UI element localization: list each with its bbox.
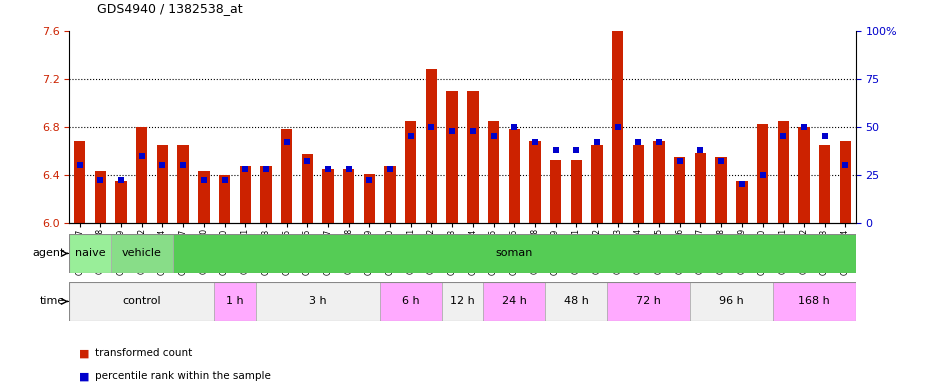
Bar: [74, 141, 85, 223]
Bar: [219, 175, 230, 223]
Bar: [343, 169, 354, 223]
Bar: [819, 145, 831, 223]
Text: control: control: [122, 296, 161, 306]
Bar: [550, 161, 561, 223]
Bar: [773, 282, 856, 321]
Bar: [322, 169, 334, 223]
Bar: [612, 31, 623, 223]
Bar: [380, 282, 442, 321]
Text: time: time: [40, 296, 65, 306]
Text: GDS4940 / 1382538_at: GDS4940 / 1382538_at: [97, 2, 242, 15]
Bar: [178, 145, 189, 223]
Bar: [690, 282, 773, 321]
Text: 12 h: 12 h: [450, 296, 475, 306]
Text: vehicle: vehicle: [122, 248, 162, 258]
Bar: [94, 171, 106, 223]
Bar: [215, 282, 255, 321]
Bar: [281, 129, 292, 223]
Bar: [198, 171, 210, 223]
Bar: [260, 166, 272, 223]
Bar: [608, 282, 690, 321]
Text: agent: agent: [32, 248, 65, 258]
Bar: [364, 174, 375, 223]
Bar: [467, 91, 478, 223]
Bar: [674, 157, 685, 223]
Text: 24 h: 24 h: [501, 296, 526, 306]
Text: 72 h: 72 h: [636, 296, 661, 306]
Bar: [487, 121, 500, 223]
Text: 48 h: 48 h: [564, 296, 588, 306]
Bar: [405, 121, 416, 223]
Text: 6 h: 6 h: [402, 296, 420, 306]
Bar: [157, 145, 168, 223]
Bar: [442, 282, 483, 321]
Bar: [302, 154, 313, 223]
Text: ■: ■: [79, 371, 89, 381]
Bar: [483, 282, 545, 321]
Bar: [653, 141, 665, 223]
Bar: [778, 121, 789, 223]
Bar: [447, 91, 458, 223]
Bar: [111, 234, 173, 273]
Bar: [798, 127, 809, 223]
Bar: [426, 69, 438, 223]
Bar: [136, 127, 147, 223]
Bar: [69, 234, 111, 273]
Bar: [116, 181, 127, 223]
Bar: [695, 153, 706, 223]
Bar: [633, 145, 644, 223]
Bar: [385, 166, 396, 223]
Bar: [240, 166, 251, 223]
Bar: [840, 141, 851, 223]
Bar: [571, 161, 582, 223]
Bar: [529, 141, 540, 223]
Bar: [591, 145, 603, 223]
Text: naive: naive: [75, 248, 105, 258]
Bar: [736, 181, 747, 223]
Bar: [757, 124, 768, 223]
Text: 1 h: 1 h: [226, 296, 243, 306]
Text: ■: ■: [79, 348, 89, 358]
Bar: [173, 234, 856, 273]
Text: percentile rank within the sample: percentile rank within the sample: [95, 371, 271, 381]
Bar: [69, 282, 215, 321]
Text: transformed count: transformed count: [95, 348, 192, 358]
Text: soman: soman: [496, 248, 533, 258]
Bar: [715, 157, 727, 223]
Text: 3 h: 3 h: [309, 296, 327, 306]
Text: 96 h: 96 h: [719, 296, 744, 306]
Bar: [509, 129, 520, 223]
Bar: [255, 282, 380, 321]
Bar: [545, 282, 608, 321]
Text: 168 h: 168 h: [798, 296, 830, 306]
